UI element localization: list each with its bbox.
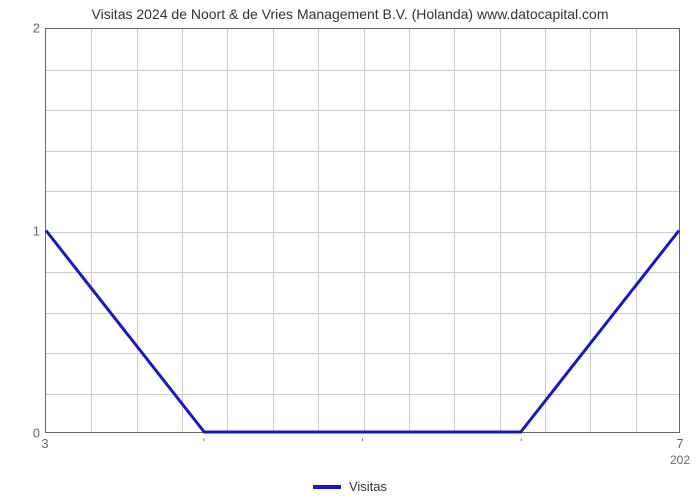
y-tick-label: 0 (10, 426, 40, 441)
y-tick-label: 1 (10, 223, 40, 238)
chart-container: Visitas 2024 de Noort & de Vries Managem… (0, 0, 700, 500)
x-minor-tick: ' (520, 436, 522, 450)
series-line (46, 29, 679, 432)
chart-title: Visitas 2024 de Noort & de Vries Managem… (0, 6, 700, 22)
y-tick-label: 2 (10, 21, 40, 36)
legend-label: Visitas (349, 479, 387, 494)
x-minor-tick: ' (361, 436, 363, 450)
x-sub-label: 202 (670, 453, 690, 467)
x-tick-label: 3 (41, 436, 48, 451)
x-tick-label: 7 (676, 436, 683, 451)
x-minor-tick: ' (203, 436, 205, 450)
legend: Visitas (0, 479, 700, 494)
plot-area (45, 28, 680, 433)
legend-swatch (313, 485, 341, 489)
